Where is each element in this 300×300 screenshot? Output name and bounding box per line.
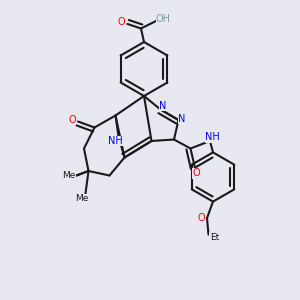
Text: NH: NH [205,132,220,142]
Text: N: N [178,113,186,124]
Text: O: O [117,16,125,27]
Text: Me: Me [75,194,88,203]
Text: Me: Me [62,171,76,180]
Text: O: O [68,115,76,125]
Text: O: O [198,213,206,223]
Text: N: N [159,101,167,111]
Text: O: O [193,168,200,178]
Text: OH: OH [156,14,171,24]
Text: NH: NH [108,136,123,146]
Text: Et: Et [210,232,219,242]
